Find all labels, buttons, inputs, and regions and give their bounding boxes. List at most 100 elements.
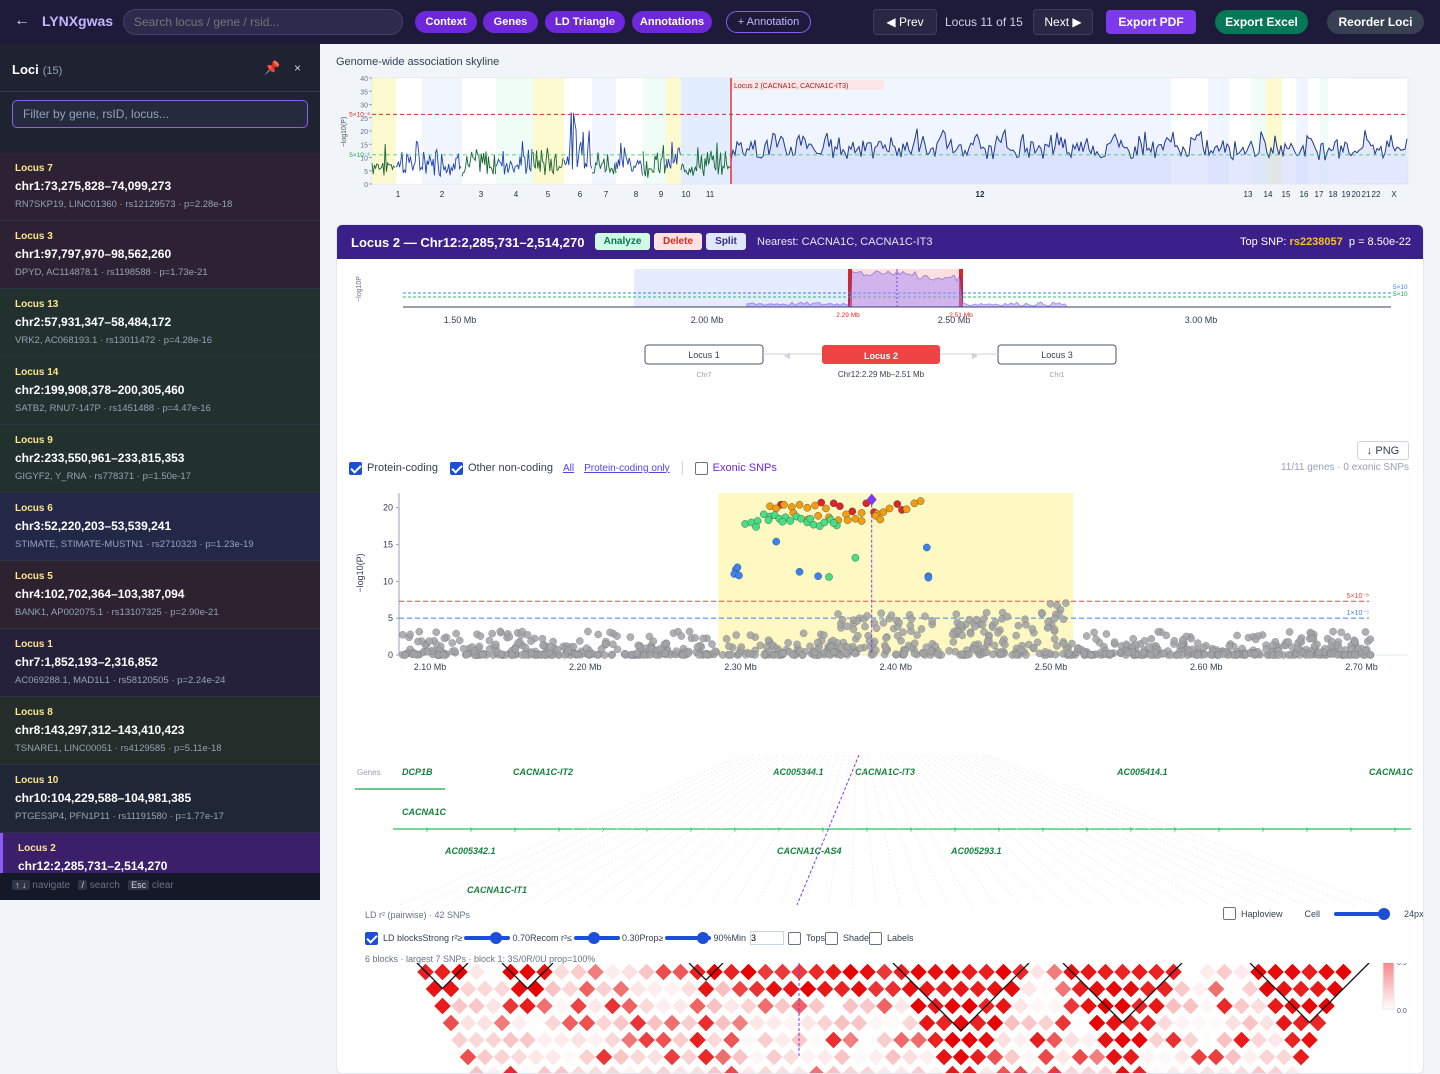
ld-cell[interactable]	[1004, 1049, 1021, 1066]
ld-cell[interactable]	[1174, 1049, 1191, 1066]
ld-cell[interactable]	[1038, 1049, 1055, 1066]
snp-point[interactable]	[894, 500, 901, 507]
ld-cell[interactable]	[1123, 981, 1140, 998]
export-png-button[interactable]: ↓ PNG	[1357, 441, 1409, 460]
ld-cell[interactable]	[715, 1015, 732, 1032]
ld-cell[interactable]	[885, 981, 902, 998]
ld-cell[interactable]	[664, 1015, 681, 1032]
ld-cell[interactable]	[664, 981, 681, 998]
ld-cell[interactable]	[1225, 1015, 1242, 1032]
ld-cell[interactable]	[978, 1066, 995, 1074]
ld-cell[interactable]	[936, 981, 953, 998]
ld-cell[interactable]	[1021, 1049, 1038, 1066]
ld-cell[interactable]	[528, 981, 545, 998]
ld-cell[interactable]	[995, 1032, 1012, 1049]
ld-cell[interactable]	[630, 1049, 647, 1066]
ld-cell[interactable]	[910, 1032, 927, 1049]
ld-cell[interactable]	[1029, 1032, 1046, 1049]
ld-cell[interactable]	[1131, 1066, 1148, 1074]
ld-cell[interactable]	[655, 964, 672, 981]
ld-cell[interactable]	[536, 1066, 553, 1074]
ld-cell[interactable]	[1267, 1066, 1284, 1074]
ld-cell[interactable]	[740, 964, 757, 981]
ld-cell[interactable]	[511, 1049, 528, 1066]
split-button[interactable]: Split	[706, 233, 746, 250]
ld-cell[interactable]	[1250, 1032, 1267, 1049]
ld-cell[interactable]	[494, 1015, 511, 1032]
ld-cell[interactable]	[1140, 1049, 1157, 1066]
ld-cell[interactable]	[1114, 964, 1131, 981]
ld-cell[interactable]	[638, 1066, 655, 1074]
ld-cell[interactable]	[1318, 964, 1335, 981]
ld-cell[interactable]	[451, 1032, 468, 1049]
ld-cell[interactable]	[1242, 1015, 1259, 1032]
ld-cell[interactable]	[502, 1066, 519, 1074]
ld-cell[interactable]	[434, 998, 451, 1015]
ld-cell[interactable]	[553, 1066, 570, 1074]
ld-cell[interactable]	[732, 981, 749, 998]
ld-cell[interactable]	[485, 1032, 502, 1049]
strong-slider[interactable]	[464, 932, 510, 944]
ld-cell[interactable]	[970, 1015, 987, 1032]
ld-cell[interactable]	[1055, 1049, 1072, 1066]
ld-cell[interactable]	[1335, 964, 1352, 981]
ld-cell[interactable]	[1267, 1032, 1284, 1049]
ld-cell[interactable]	[774, 964, 791, 981]
ld-cell[interactable]	[494, 1049, 511, 1066]
ld-cell[interactable]	[536, 998, 553, 1015]
ld-cell[interactable]	[1191, 981, 1208, 998]
ld-cell[interactable]	[749, 981, 766, 998]
ld-cell[interactable]	[1199, 1066, 1216, 1074]
ld-cell[interactable]	[468, 1032, 485, 1049]
ld-cell[interactable]	[868, 981, 885, 998]
ld-cell[interactable]	[681, 1015, 698, 1032]
ld-cell[interactable]	[876, 1066, 893, 1074]
ld-cell[interactable]	[910, 964, 927, 981]
ld-cell[interactable]	[1029, 964, 1046, 981]
prev-locus-button[interactable]: ◀ Prev	[873, 9, 937, 35]
ld-cell[interactable]	[621, 998, 638, 1015]
ld-cell[interactable]	[502, 1032, 519, 1049]
ld-cell[interactable]	[791, 1066, 808, 1074]
ld-cell[interactable]	[519, 1066, 536, 1074]
ld-cell[interactable]	[749, 1049, 766, 1066]
ld-cell[interactable]	[698, 1049, 715, 1066]
ld-cell[interactable]	[1310, 1015, 1327, 1032]
ld-cell[interactable]	[1114, 998, 1131, 1015]
ld-cell[interactable]	[1089, 1049, 1106, 1066]
ld-cell[interactable]	[434, 964, 451, 981]
ld-cell[interactable]	[800, 981, 817, 998]
ld-cell[interactable]	[1225, 1049, 1242, 1066]
ld-cell[interactable]	[460, 1015, 477, 1032]
ld-cell[interactable]	[1276, 1015, 1293, 1032]
ld-cell[interactable]	[1259, 1015, 1276, 1032]
ld-cell[interactable]	[1182, 1032, 1199, 1049]
ld-cell[interactable]	[1216, 964, 1233, 981]
ld-cell[interactable]	[885, 1049, 902, 1066]
ld-cell[interactable]	[460, 1049, 477, 1066]
ld-cell[interactable]	[757, 1032, 774, 1049]
loci-filter-input[interactable]: Filter by gene, rsID, locus...	[12, 100, 308, 128]
ld-cell[interactable]	[1182, 964, 1199, 981]
ld-cell[interactable]	[1225, 981, 1242, 998]
ld-cell[interactable]	[1080, 998, 1097, 1015]
snp-point[interactable]	[836, 503, 843, 510]
ld-cell[interactable]	[978, 964, 995, 981]
ld-cell[interactable]	[953, 1049, 970, 1066]
ld-cell[interactable]	[1140, 981, 1157, 998]
ld-cell[interactable]	[723, 998, 740, 1015]
snp-point[interactable]	[797, 515, 804, 522]
ld-cell[interactable]	[825, 964, 842, 981]
ld-cell[interactable]	[596, 1015, 613, 1032]
ld-cell[interactable]	[528, 1015, 545, 1032]
tops-checkbox[interactable]	[788, 932, 801, 945]
snp-point[interactable]	[796, 501, 803, 508]
ld-cell[interactable]	[655, 1066, 672, 1074]
close-icon[interactable]: ×	[294, 61, 301, 75]
ld-cell[interactable]	[1072, 1049, 1089, 1066]
ld-cell[interactable]	[1182, 1066, 1199, 1074]
